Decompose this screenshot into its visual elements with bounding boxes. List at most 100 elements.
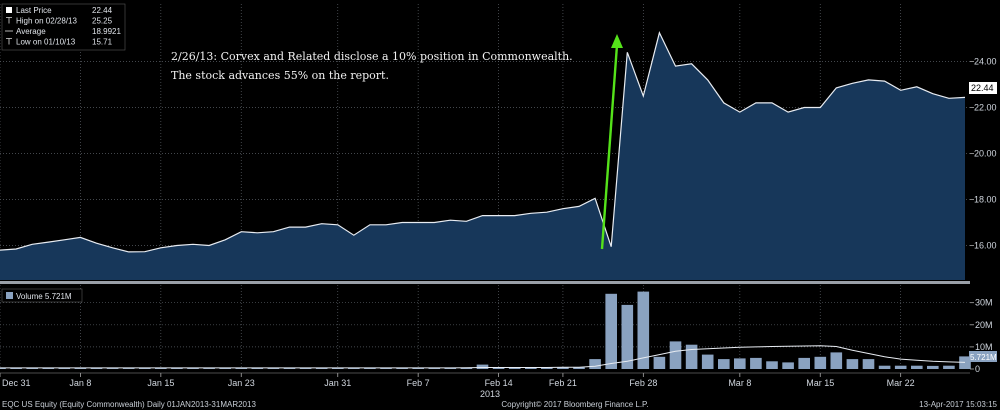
volume-bar bbox=[669, 341, 682, 369]
volume-tag: 5.721M bbox=[969, 351, 997, 362]
x-tick-label: Jan 31 bbox=[324, 378, 351, 388]
volume-bars bbox=[0, 291, 971, 369]
low-marker-icon bbox=[6, 38, 12, 45]
volume-bar bbox=[750, 357, 762, 369]
legend-row: Average 18.9921 bbox=[5, 27, 121, 36]
volume-bar bbox=[42, 367, 55, 369]
volume-bar bbox=[283, 367, 296, 369]
volume-bar bbox=[139, 367, 151, 369]
volume-bar bbox=[492, 367, 505, 369]
x-tick-label: Feb 21 bbox=[549, 378, 577, 388]
volume-bar bbox=[621, 304, 634, 369]
annotation-arrow bbox=[600, 34, 623, 250]
volume-bar bbox=[541, 367, 553, 369]
x-tick-label: Mar 15 bbox=[806, 378, 834, 388]
volume-y-axis: 0 10M 20M 30M bbox=[970, 298, 993, 374]
volume-bar bbox=[187, 367, 199, 369]
x-year-label: 2013 bbox=[480, 389, 500, 399]
legend-label: Average bbox=[16, 27, 46, 36]
volume-bar bbox=[718, 359, 730, 369]
volume-bar bbox=[203, 368, 215, 369]
volume-bar bbox=[911, 365, 923, 369]
volume-bar bbox=[525, 367, 537, 369]
x-tick-label: Mar 8 bbox=[728, 378, 751, 388]
price-y-tick-label: 18.00 bbox=[974, 195, 997, 205]
price-y-axis: 16.00 18.00 20.00 22.00 24.00 bbox=[970, 57, 997, 251]
volume-bar bbox=[959, 356, 971, 369]
volume-bar bbox=[557, 367, 569, 369]
volume-bar bbox=[734, 358, 746, 369]
volume-bar bbox=[653, 356, 666, 369]
price-area bbox=[0, 32, 965, 280]
x-tick-label: Jan 23 bbox=[228, 378, 255, 388]
legend-row: Last Price 22.44 bbox=[6, 6, 113, 15]
volume-bar bbox=[573, 367, 585, 369]
x-tick-label: Feb 7 bbox=[407, 378, 430, 388]
x-tick-label: Jan 8 bbox=[69, 378, 91, 388]
legend-label: Last Price bbox=[16, 6, 52, 15]
volume-bar bbox=[798, 357, 810, 369]
square-icon bbox=[6, 7, 12, 13]
volume-bar bbox=[685, 344, 698, 369]
legend-row: High on 02/28/13 25.25 bbox=[6, 17, 113, 26]
legend-value: 22.44 bbox=[92, 6, 113, 15]
volume-bar bbox=[364, 367, 376, 369]
volume-bar bbox=[106, 368, 119, 369]
volume-bar bbox=[766, 361, 778, 369]
volume-bar bbox=[605, 293, 617, 369]
volume-bar bbox=[830, 352, 843, 369]
footer-center: Copyright© 2017 Bloomberg Finance L.P. bbox=[501, 400, 648, 409]
volume-bar bbox=[171, 367, 183, 369]
price-line bbox=[0, 31, 966, 253]
volume-bar bbox=[122, 368, 135, 369]
price-y-tick-label: 16.00 bbox=[974, 241, 997, 251]
legend-value: 15.71 bbox=[92, 38, 113, 47]
volume-bar bbox=[589, 359, 601, 369]
last-price-tag-text: 22.44 bbox=[971, 83, 994, 93]
price-y-tick-label: 20.00 bbox=[974, 149, 997, 159]
volume-square-icon bbox=[6, 292, 13, 299]
volume-bar bbox=[412, 367, 424, 369]
volume-bar bbox=[846, 359, 859, 369]
x-tick-label: Dec 31 bbox=[2, 378, 31, 388]
volume-bar bbox=[396, 367, 408, 369]
volume-bar bbox=[814, 356, 827, 369]
volume-bar bbox=[315, 367, 328, 369]
volume-bar bbox=[943, 365, 955, 369]
volume-bar bbox=[878, 365, 891, 369]
volume-bar bbox=[862, 359, 875, 369]
panel-separator bbox=[0, 281, 970, 284]
volume-tag-text: 5.721M bbox=[970, 353, 997, 362]
volume-bar bbox=[782, 362, 794, 369]
annotation-line-2: The stock advances 55% on the report. bbox=[171, 69, 389, 82]
volume-bar bbox=[476, 364, 489, 369]
price-y-tick-label: 22.00 bbox=[974, 103, 997, 113]
last-price-tag: 22.44 bbox=[969, 82, 997, 94]
legend-label: High on 02/28/13 bbox=[16, 17, 77, 26]
high-marker-icon bbox=[6, 17, 12, 24]
legend-row: Low on 01/10/13 15.71 bbox=[6, 38, 113, 47]
volume-y-tick-label: 0 bbox=[975, 364, 980, 374]
volume-grid bbox=[0, 285, 970, 369]
x-tick-label: Feb 28 bbox=[629, 378, 657, 388]
legend-value: 18.9921 bbox=[92, 27, 121, 36]
volume-bar bbox=[894, 365, 907, 369]
volume-y-tick-label: 10M bbox=[975, 342, 993, 352]
footer-right: 13-Apr-2017 15:03:15 bbox=[919, 400, 997, 409]
footer-left: EQC US Equity (Equity Commonwealth) Dail… bbox=[2, 400, 256, 409]
volume-y-tick-label: 20M bbox=[975, 320, 993, 330]
volume-bar bbox=[10, 367, 22, 369]
volume-legend: Volume 5.721M bbox=[1, 288, 83, 303]
volume-legend-label: Volume 5.721M bbox=[16, 292, 72, 301]
volume-y-tick-label: 30M bbox=[975, 298, 993, 308]
volume-bar bbox=[927, 365, 939, 369]
legend-label: Low on 01/10/13 bbox=[16, 38, 76, 47]
volume-bar bbox=[460, 367, 473, 369]
volume-bar bbox=[508, 367, 521, 369]
volume-moving-average-line bbox=[0, 345, 966, 369]
legend-value: 25.25 bbox=[92, 17, 113, 26]
volume-bar bbox=[348, 367, 360, 369]
volume-bar bbox=[90, 367, 103, 369]
